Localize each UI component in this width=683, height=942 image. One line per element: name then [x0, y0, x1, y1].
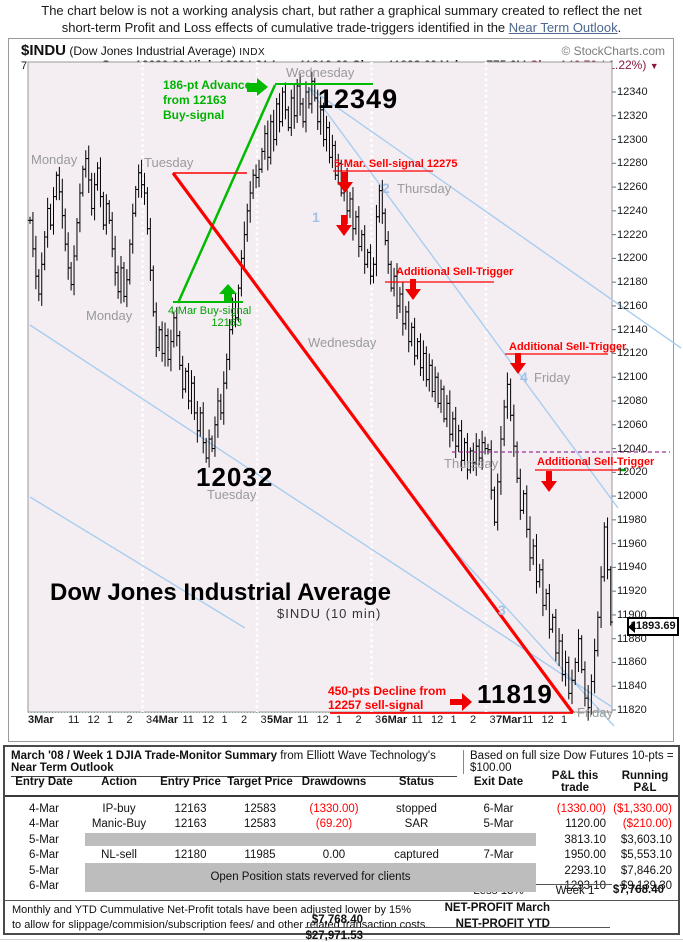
- last-price-tag: 11893.69: [627, 617, 679, 636]
- open-position-band: Open Position stats reverved for clients: [85, 863, 536, 892]
- footer-note-2: to allow for slippage/commision/subscrip…: [12, 919, 429, 931]
- net-profit-ytd-row: NET-PROFIT YTD $27,971.53: [305, 918, 550, 942]
- intro-text: The chart below is not a working analysi…: [0, 3, 683, 36]
- table-row: 4-Mar Manic-Buy 12163 12583 (69.20) SAR …: [28, 818, 672, 831]
- symbol-name: (Dow Jones Industrial Average): [69, 44, 236, 58]
- high-value: 12094.21: [218, 58, 269, 72]
- table-header-row: Entry Date Action Entry Price Target Pri…: [5, 769, 678, 797]
- table-row: 6-Mar NL-sell 12180 11985 0.00 captured …: [28, 849, 672, 862]
- quote-date: 7-Mar-2008: [21, 60, 78, 72]
- sell-signal-note: 5-Mar. Sell-signal 12275: [334, 158, 458, 170]
- symbol-header: $INDU (Dow Jones Industrial Average) IND…: [21, 42, 265, 59]
- day-label-tuesday-2: Tuesday: [207, 487, 257, 502]
- chg-value: -146.70 (-1.22%): [556, 58, 647, 72]
- redacted-band: [85, 833, 536, 847]
- table-footer: Monthly and YTD Cummulative Net-Profit t…: [5, 900, 678, 942]
- near-term-outlook-link[interactable]: Near Term Outlook: [508, 19, 618, 35]
- wave-1-label: 1: [312, 209, 320, 225]
- day-label-thursday-2: Thursday: [444, 456, 499, 471]
- day-label-monday-2: Monday: [86, 308, 133, 323]
- chart-subtitle: $INDU (10 min): [277, 606, 382, 621]
- day-label-wednesday-2: Wednesday: [308, 335, 377, 350]
- additional-sell-trigger-2: Additional Sell-Trigger: [509, 341, 627, 353]
- intro-line2: short-term Profit and Loss effects of cu…: [61, 19, 622, 35]
- wave-3-label: 3: [498, 602, 506, 618]
- wave-2-label: 2: [382, 180, 390, 196]
- wave-4-label: 4: [520, 369, 528, 385]
- chart-title: Dow Jones Industrial Average: [50, 579, 391, 606]
- volume-value: 775.6M: [486, 58, 527, 72]
- copyright: © StockCharts.com: [561, 44, 665, 58]
- day-label-tuesday: Tuesday: [144, 155, 194, 170]
- friday-low-label: 11819: [477, 679, 553, 709]
- week-total: $7,768.40: [612, 884, 664, 896]
- symbol: $INDU: [21, 42, 67, 59]
- day-label-wednesday: Wednesday: [286, 65, 355, 80]
- table-row: 4-Mar IP-buy 12163 12583 (1330.00) stopp…: [28, 802, 672, 815]
- additional-sell-trigger-1: Additional Sell-Trigger: [396, 266, 514, 278]
- table-row: 5-Mar 2293.10 $7,846.20: [28, 864, 672, 877]
- intro-line1: The chart below is not a working analysi…: [41, 3, 642, 18]
- day-label-friday-2: Friday: [577, 705, 614, 720]
- table-title-row: March '08 / Week 1 DJIA Trade-Monitor Su…: [5, 747, 678, 777]
- buy-signal-note: 4-Mar Buy-signal 12163: [168, 305, 252, 329]
- peak-price-label: 12349: [318, 84, 399, 114]
- advance-note: 186-pt Advance from 12163 Buy-signal: [163, 78, 252, 122]
- close-value: 11893.69: [387, 58, 438, 72]
- table-title-note: Based on full size Dow Futures 10-pts = …: [463, 750, 682, 774]
- decline-note: 450-pts Decline from 12257 sell-signal: [328, 684, 447, 712]
- net-profit-march-row: NET-PROFIT March $7,768.40: [305, 902, 610, 928]
- trade-monitor-table: March '08 / Week 1 DJIA Trade-Monitor Su…: [3, 745, 680, 942]
- table-title: March '08 / Week 1 DJIA Trade-Monitor Su…: [11, 750, 457, 777]
- footer-note-1: Monthly and YTD Cummulative Net-Profit t…: [12, 904, 412, 916]
- chg-dropdown-icon[interactable]: ▼: [649, 61, 659, 71]
- table-row: 5-Mar 3813.10 $3,603.10: [28, 833, 672, 847]
- chart-panel: $INDU (Dow Jones Industrial Average) IND…: [8, 38, 674, 742]
- week-1-label: Week 1: [538, 884, 612, 897]
- day-label-monday: Monday: [31, 152, 78, 167]
- day-label-friday: Friday: [534, 370, 571, 385]
- day-label-thursday: Thursday: [397, 181, 452, 196]
- table-row: 6-Mar 1293.10 $9,139.30: [28, 880, 672, 893]
- open-value: 12039.09: [135, 58, 186, 72]
- exchange: INDX: [239, 47, 266, 58]
